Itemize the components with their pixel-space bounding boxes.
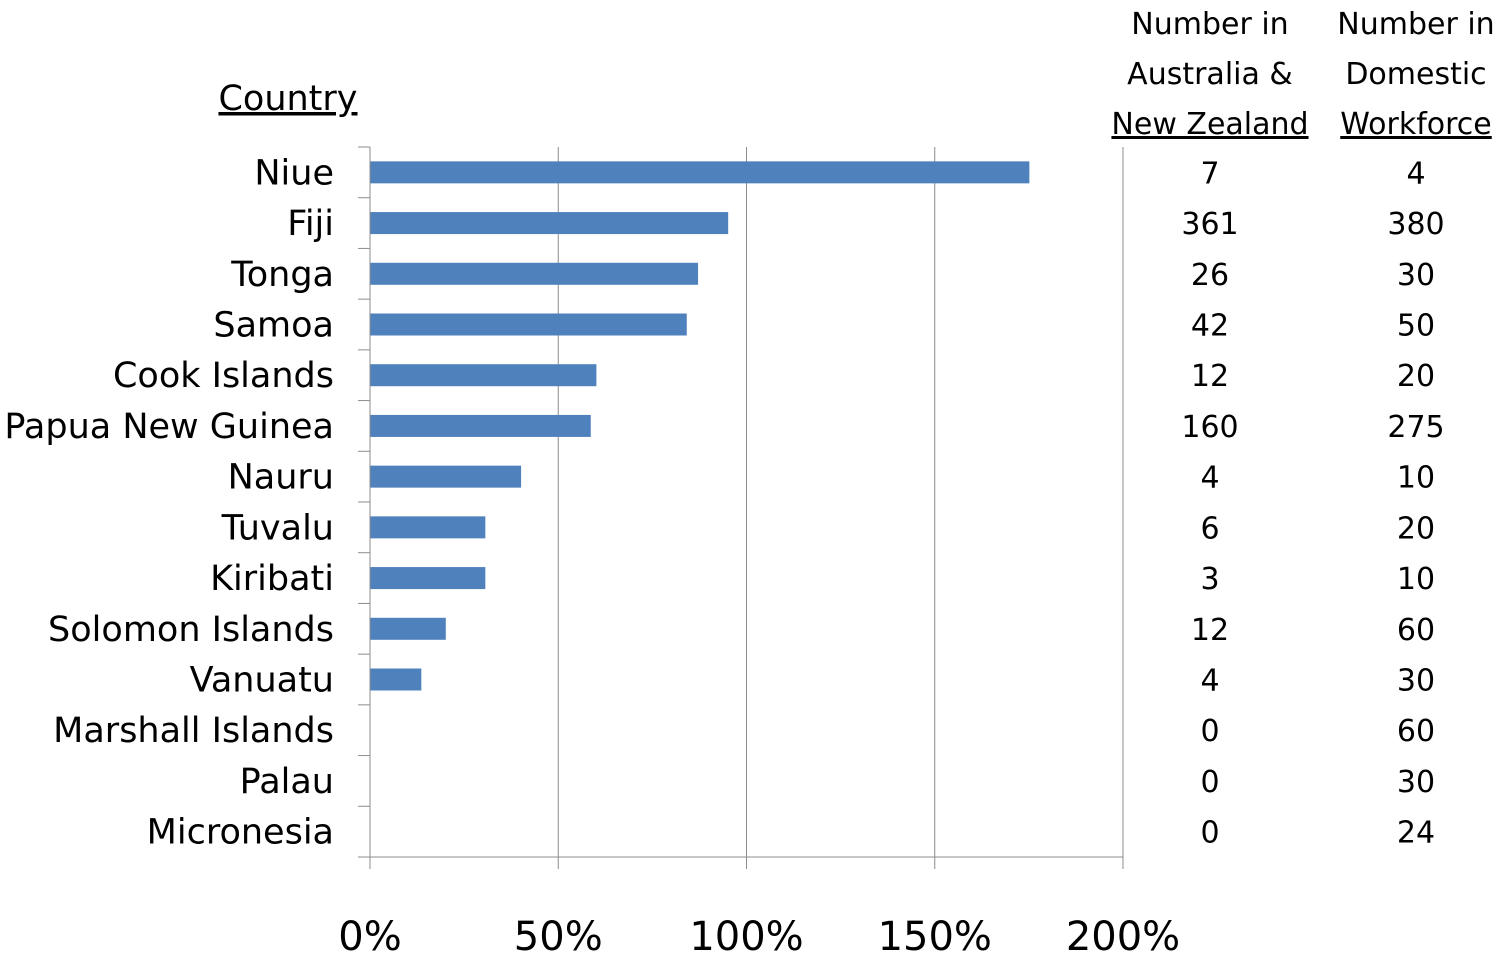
category-label: Solomon Islands xyxy=(48,610,334,650)
data-table: Number in Australia & New Zealand 7 361 26 42 1… xyxy=(1111,7,1494,851)
category-label: Palau xyxy=(240,762,334,802)
table-header-line: Workforce xyxy=(1340,107,1492,142)
table-cell: 4 xyxy=(1200,664,1219,699)
table-cell: 7 xyxy=(1200,156,1219,191)
table-cell: 26 xyxy=(1191,258,1229,293)
category-label: Tuvalu xyxy=(221,508,334,548)
category-label: Kiribati xyxy=(210,559,334,599)
table-cell: 24 xyxy=(1397,816,1435,851)
table-cell: 30 xyxy=(1397,258,1435,293)
bar xyxy=(370,313,687,336)
bar xyxy=(370,465,522,488)
category-label: Nauru xyxy=(228,458,334,498)
category-label: Samoa xyxy=(213,306,334,346)
table-cell: 20 xyxy=(1397,511,1435,546)
table-cell: 0 xyxy=(1200,765,1219,800)
table-cell: 50 xyxy=(1397,309,1435,344)
x-tick-label: 150% xyxy=(878,914,992,954)
table-header-line: New Zealand xyxy=(1111,107,1308,142)
x-tick-label: 50% xyxy=(514,914,603,954)
table-header-line: Australia & xyxy=(1127,57,1293,92)
table-cell: 12 xyxy=(1191,359,1229,394)
axes xyxy=(358,146,1124,869)
table-cell: 0 xyxy=(1200,816,1219,851)
category-label: Vanuatu xyxy=(190,661,334,701)
bar xyxy=(370,668,422,691)
table-cell: 160 xyxy=(1181,410,1238,445)
bar xyxy=(370,262,699,285)
bar xyxy=(370,414,591,437)
category-labels: Niue Fiji Tonga Samoa Cook Islands Papua New … xyxy=(4,153,334,852)
category-label: Niue xyxy=(254,153,334,193)
category-header: Country xyxy=(218,79,357,119)
table-cell: 380 xyxy=(1387,207,1444,242)
table-header-line: Number in xyxy=(1337,7,1494,42)
table-cell: 10 xyxy=(1397,562,1435,597)
table-cell: 361 xyxy=(1181,207,1238,242)
category-label: Cook Islands xyxy=(113,356,334,396)
bar xyxy=(370,212,729,235)
table-cell: 6 xyxy=(1200,511,1219,546)
gridlines xyxy=(557,147,1124,857)
bars xyxy=(370,161,1030,691)
table-cell: 10 xyxy=(1397,461,1435,496)
x-tick-label: 0% xyxy=(338,914,401,954)
table-cell: 30 xyxy=(1397,765,1435,800)
x-tick-labels: 0% 50% 100% 150% 200% xyxy=(338,914,1180,954)
table-cell: 4 xyxy=(1200,461,1219,496)
x-tick-label: 200% xyxy=(1066,914,1180,954)
table-cell: 0 xyxy=(1200,714,1219,749)
table-header-line: Number in xyxy=(1131,7,1288,42)
table-cell: 20 xyxy=(1397,359,1435,394)
category-label: Marshall Islands xyxy=(53,711,334,751)
bar xyxy=(370,516,486,539)
table-cell: 30 xyxy=(1397,664,1435,699)
bar xyxy=(370,364,597,387)
bar xyxy=(370,567,486,590)
table-cell: 60 xyxy=(1397,714,1435,749)
category-label: Fiji xyxy=(287,204,334,244)
table-cell: 42 xyxy=(1191,309,1229,344)
table-cell: 4 xyxy=(1406,156,1425,191)
table-cell: 275 xyxy=(1387,410,1444,445)
table-cell: 12 xyxy=(1191,613,1229,648)
bar xyxy=(370,617,446,640)
category-label: Micronesia xyxy=(147,813,334,853)
table-column: Number in Australia & New Zealand 7 361 26 42 1… xyxy=(1111,7,1308,851)
category-label: Papua New Guinea xyxy=(4,407,334,447)
x-tick-label: 100% xyxy=(689,914,803,954)
category-label: Tonga xyxy=(230,255,334,295)
table-column: Number in Domestic Workforce 4 380 30 50 20 275 1… xyxy=(1337,7,1494,851)
table-cell: 3 xyxy=(1200,562,1219,597)
bar xyxy=(370,161,1030,184)
table-header-line: Domestic xyxy=(1345,57,1486,92)
table-cell: 60 xyxy=(1397,613,1435,648)
